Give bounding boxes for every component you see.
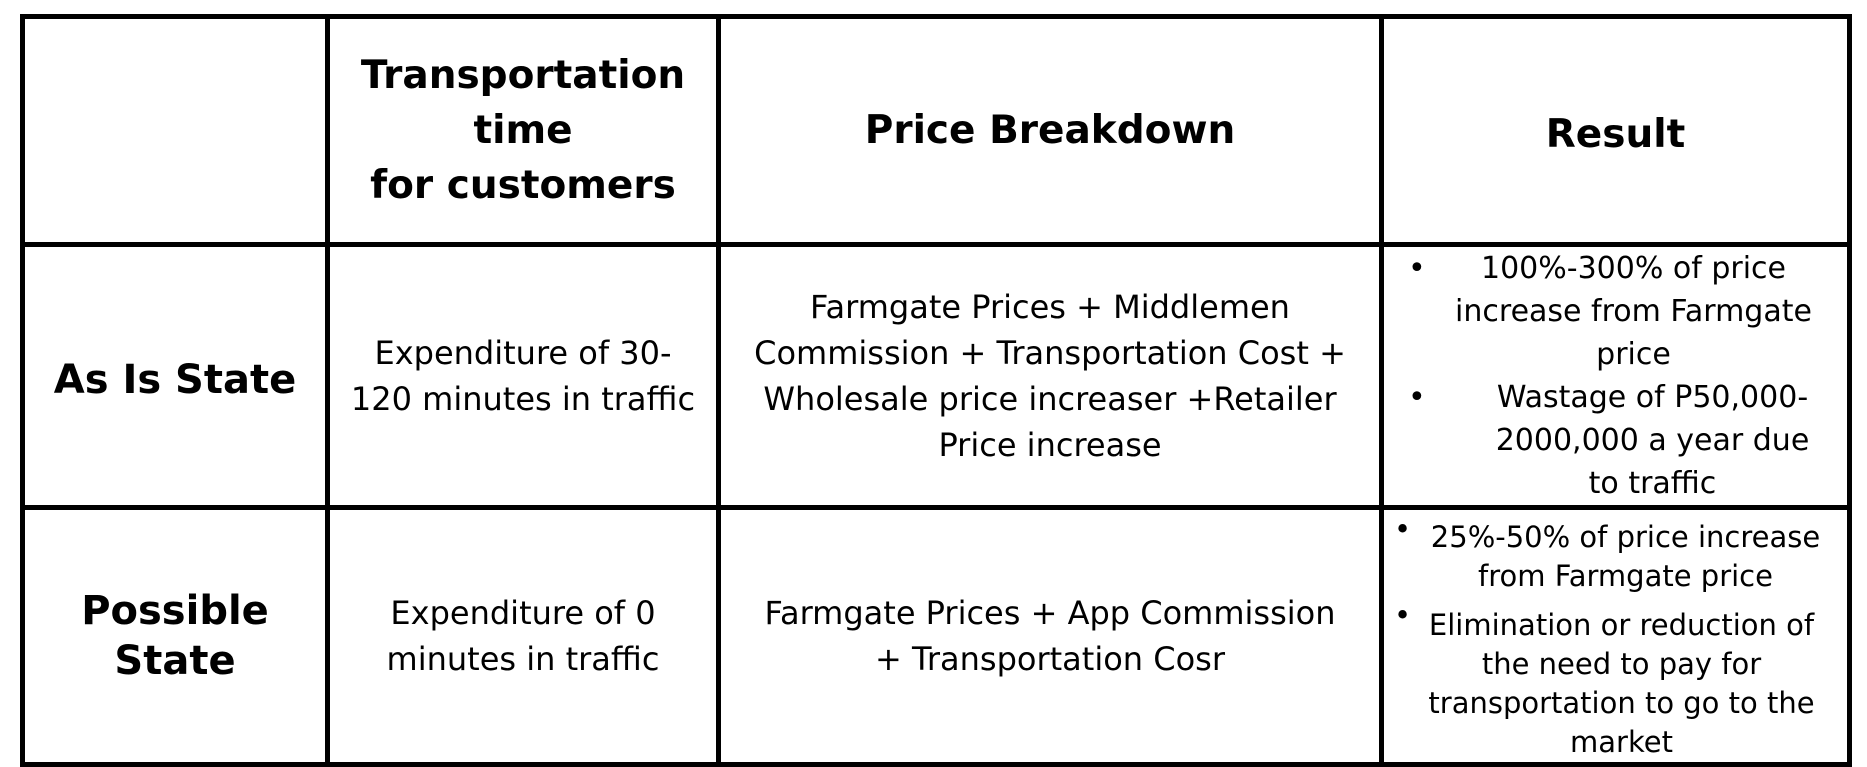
bullet-icon: • <box>1408 380 1426 415</box>
bullet-icon: • <box>1408 251 1426 286</box>
header-result: Result <box>1379 14 1852 247</box>
result-item-text: Wastage of P50,000-2000,000 a year due t… <box>1495 380 1810 501</box>
row-label-as-is-state: As Is State <box>20 242 330 510</box>
result-item: • 100%-300% of price increase from Farmg… <box>1394 247 1837 376</box>
header-transportation-line-2: time <box>473 108 573 153</box>
result-list-as-is: • 100%-300% of price increase from Farmg… <box>1394 247 1837 505</box>
table-row-as-is-state: As Is State Expenditure of 30-120 minute… <box>20 242 1852 510</box>
result-item: • 25%-50% of price increase from Farmgat… <box>1394 510 1837 596</box>
header-transportation-line-3: for customers <box>370 163 676 208</box>
table-row-possible-state: Possible State Expenditure of 0 minutes … <box>20 505 1852 767</box>
result-item: • Wastage of P50,000-2000,000 a year due… <box>1394 376 1837 505</box>
bullet-icon: • <box>1394 512 1412 546</box>
result-item-text: Elimination or reduction of the need to … <box>1428 608 1815 759</box>
header-transportation-line-1: Transportation <box>360 53 686 98</box>
header-price-breakdown: Price Breakdown <box>716 14 1384 247</box>
result-item-text: 25%-50% of price increase from Farmgate … <box>1430 520 1821 593</box>
result-possible: • 25%-50% of price increase from Farmgat… <box>1379 505 1852 767</box>
result-as-is: • 100%-300% of price increase from Farmg… <box>1379 242 1852 510</box>
header-corner-cell <box>20 14 330 247</box>
bullet-icon: • <box>1394 598 1412 632</box>
comparison-table: Transportation time for customers Price … <box>20 14 1852 767</box>
price-breakdown-possible: Farmgate Prices + App Commission + Trans… <box>716 505 1384 767</box>
transport-time-as-is: Expenditure of 30-120 minutes in traffic <box>325 242 721 510</box>
transport-time-possible: Expenditure of 0 minutes in traffic <box>325 505 721 767</box>
result-item: • Elimination or reduction of the need t… <box>1394 596 1837 762</box>
result-list-possible: • 25%-50% of price increase from Farmgat… <box>1394 510 1837 762</box>
comparison-table-wrapper: Transportation time for customers Price … <box>20 14 1852 767</box>
header-row: Transportation time for customers Price … <box>20 14 1852 247</box>
row-label-possible-state: Possible State <box>20 505 330 767</box>
header-transportation-time: Transportation time for customers <box>325 14 721 247</box>
price-breakdown-as-is: Farmgate Prices + Middlemen Commission +… <box>716 242 1384 510</box>
result-item-text: 100%-300% of price increase from Farmgat… <box>1455 251 1812 372</box>
